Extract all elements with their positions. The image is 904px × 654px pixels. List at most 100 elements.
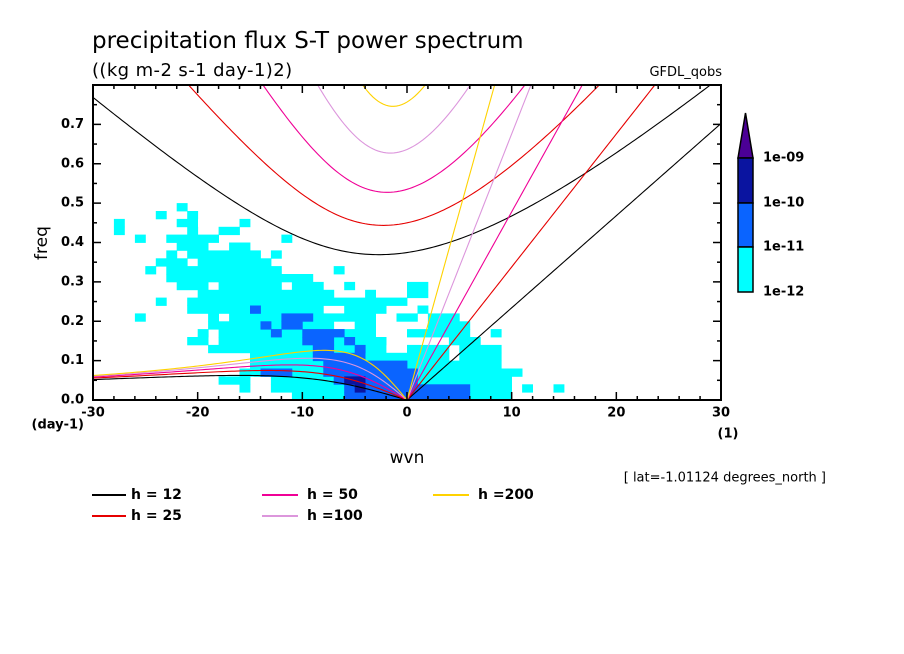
power-cell-level-2 [344,384,471,393]
legend-label: h =100 [307,508,363,524]
power-cell-level-1 [407,289,429,299]
rossby-n1-curve-h12 [93,374,408,400]
power-cell-level-1 [354,321,376,330]
power-cell-level-1 [291,281,324,291]
latitude-annotation: [ lat=-1.01124 degrees_north ] [624,471,826,486]
y-tick-label: 0.3 [61,274,84,289]
x-tick-label: -30 [81,406,105,421]
kelvin-curve-h200 [406,85,496,400]
y-tick-label: 0.7 [61,117,84,132]
y-tick-label: 0.0 [61,393,84,408]
rossby-n1-curve-h50 [93,364,408,400]
legend-label: h = 25 [131,508,182,524]
y-tick-labels: 0.0 0.1 0.2 0.3 0.4 0.5 0.6 0.7 [61,117,84,408]
power-cell-level-1 [187,250,261,259]
power-cell-level-1 [134,313,146,322]
power-cell-level-1 [218,281,282,291]
power-cell-level-1 [166,274,314,283]
dispersion-curves [93,85,721,400]
power-cell-level-1 [344,305,387,314]
power-cell-level-1 [208,344,387,354]
power-cell-level-2 [281,313,314,322]
power-cell-level-1 [239,384,251,393]
x-tick-label: 20 [607,406,625,421]
colorbar-segment-level-2 [737,202,754,248]
power-cell-level-1 [459,352,502,362]
power-cell-level-1 [155,297,167,306]
power-cell-level-1 [197,258,272,267]
legend-entry-h25: h = 25 [92,508,182,524]
power-cell-level-1 [218,376,251,385]
power-cell-level-1 [187,226,199,236]
legend: h = 12 h = 25 h = 50 h =100 h =200 [92,487,534,524]
x-tick-label: 0 [402,406,411,421]
power-cell-level-1 [333,266,345,275]
power-cell-level-2 [323,360,408,369]
power-cell-level-1 [176,281,209,291]
power-cell-level-3 [354,384,366,393]
power-cell-level-1 [270,250,282,259]
power-cell-level-2 [344,337,356,346]
y-tick-label: 0.2 [61,314,84,329]
power-cell-level-2 [281,321,303,330]
kelvin-curve-h100 [406,85,532,400]
inertio-gravity-n1-curve-h12 [93,85,712,256]
power-cell-level-2 [312,344,335,354]
colorbar-label: 1e-11 [763,240,804,255]
power-cell-level-2 [260,368,293,377]
x-axis-units: (1) [718,427,739,442]
x-tick-label: -20 [186,406,210,421]
power-cell-level-2 [333,376,418,385]
power-cell-level-2 [250,305,261,314]
power-cell-level-1 [522,384,533,393]
rossby-n1-curve-h100 [93,357,408,400]
rossby-n1-curve-h25 [93,369,408,400]
dataset-label: GFDL_qobs [649,65,722,80]
colorbar-label: 1e-10 [763,196,804,211]
power-cell-level-1 [176,242,209,251]
power-cell-level-1 [427,313,460,322]
inertio-gravity-n1-curve-h25 [187,85,601,226]
kelvin-curve-h25 [406,85,656,400]
y-tick-label: 0.4 [61,235,84,250]
power-cell-level-1 [344,281,356,291]
power-cell-level-1 [155,211,167,220]
legend-entry-h12: h = 12 [92,487,182,503]
x-tick-labels: -30 -20 -10 0 10 20 30 [81,406,730,421]
rossby-n1-curve-h200 [93,349,408,400]
power-cell-level-1 [218,329,376,338]
power-cell-level-1 [176,203,188,212]
inertio-gravity-n1-curve-h100 [317,85,471,154]
power-cell-level-2 [270,329,282,338]
power-cell-level-1 [448,337,481,346]
power-cell-level-2 [354,344,366,354]
power-cell-level-1 [281,234,293,243]
power-cell-level-1 [155,258,188,267]
power-cell-level-1 [145,266,157,275]
power-cell-level-1 [187,297,408,306]
power-cell-level-1 [239,218,251,228]
power-cell-level-2 [260,321,272,330]
legend-entry-h50: h = 50 [262,487,358,503]
power-cell-level-1 [407,281,429,291]
power-cell-level-1 [490,329,502,338]
y-tick-label: 0.1 [61,353,84,368]
power-cell-level-1 [134,234,146,243]
power-cell-level-1 [407,344,450,354]
legend-label: h = 50 [307,487,358,503]
power-cell-level-1 [113,218,125,228]
x-axis-label: wvn [390,448,425,468]
colorbar-segment-level-1 [737,246,754,293]
power-cell-level-2 [312,352,366,362]
colorbar: 1e-09 1e-10 1e-11 1e-12 [737,112,804,300]
plot-frame [92,84,722,401]
kelvin-curve-h12 [406,123,721,400]
power-cell-level-1 [187,211,199,220]
colorbar-label: 1e-09 [763,151,804,166]
power-cell-level-1 [208,313,219,322]
inertio-gravity-n1-curve-h50 [262,85,526,193]
power-cell-level-1 [176,218,198,228]
colorbar-segment-level-3 [737,157,754,204]
power-cell-level-1 [459,344,502,354]
